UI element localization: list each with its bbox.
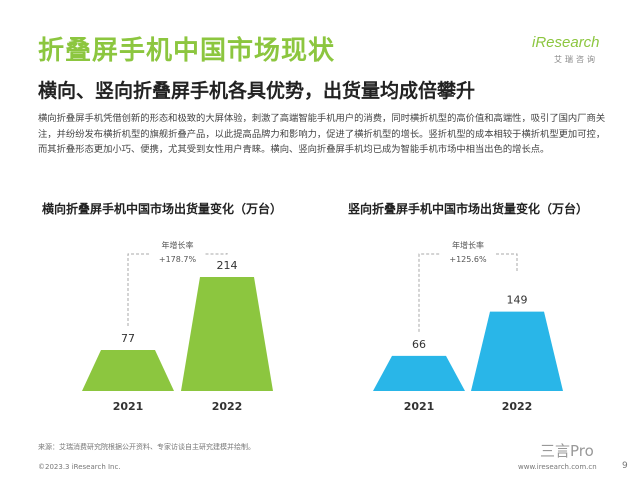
website-link[interactable]: www.iresearch.com.cn — [518, 463, 597, 471]
bar-horizontal-2022 — [181, 277, 273, 391]
copyright: ©2023.3 iResearch Inc. — [38, 463, 121, 471]
page-number: 9 — [622, 461, 628, 471]
data-label-vertical-2021: 66 — [412, 338, 426, 351]
bar-vertical-2021 — [373, 356, 465, 391]
category-label-vertical-2022: 2022 — [502, 400, 533, 413]
growth-label-horizontal: 年增长率 — [162, 240, 194, 250]
bar-vertical-2022 — [471, 312, 563, 391]
bar-horizontal-2021 — [82, 350, 174, 391]
watermark: 三言Pro — [540, 440, 594, 461]
data-label-horizontal-2022: 214 — [217, 259, 238, 272]
category-label-horizontal-2021: 2021 — [113, 400, 144, 413]
source-note: 来源：艾瑞消费研究院根据公开资料、专家访谈自主研究建模并绘制。 — [38, 442, 255, 452]
data-label-horizontal-2021: 77 — [121, 332, 135, 345]
growth-label-vertical: 年增长率 — [452, 240, 484, 250]
category-label-vertical-2021: 2021 — [404, 400, 435, 413]
growth-value-vertical: +125.6% — [449, 255, 487, 264]
category-label-horizontal-2022: 2022 — [212, 400, 243, 413]
data-label-vertical-2022: 149 — [507, 294, 528, 307]
growth-value-horizontal: +178.7% — [159, 255, 197, 264]
